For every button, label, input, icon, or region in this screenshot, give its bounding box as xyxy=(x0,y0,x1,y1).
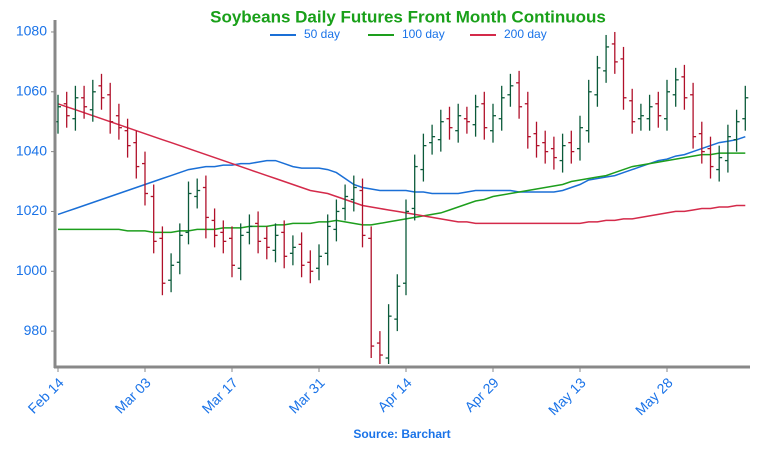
y-tick-label: 1000 xyxy=(16,262,47,278)
legend-label: 50 day xyxy=(304,27,340,41)
chart-title: Soybeans Daily Futures Front Month Conti… xyxy=(210,7,606,26)
legend-label: 200 day xyxy=(504,27,547,41)
source-note: Source: Barchart xyxy=(353,427,450,441)
x-tick-label: May 28 xyxy=(632,374,676,418)
y-tick-label: 1020 xyxy=(16,202,47,218)
legend-label: 100 day xyxy=(402,27,445,41)
x-tick-label: Mar 31 xyxy=(286,374,328,416)
x-tick-label: Apr 14 xyxy=(374,374,415,415)
y-tick-label: 1080 xyxy=(16,23,47,39)
x-tick-label: May 13 xyxy=(545,374,589,418)
y-tick-label: 1040 xyxy=(16,142,47,158)
moving-average-line xyxy=(57,135,746,216)
y-tick-label: 980 xyxy=(24,322,48,338)
x-tick-label: Mar 17 xyxy=(199,374,241,416)
y-tick-label: 1060 xyxy=(16,82,47,98)
x-tick-label: Feb 14 xyxy=(25,374,67,416)
moving-average-line xyxy=(57,103,746,225)
moving-average-line xyxy=(58,152,746,234)
x-tick-label: Mar 03 xyxy=(112,374,154,416)
x-tick-label: Apr 29 xyxy=(461,374,502,415)
